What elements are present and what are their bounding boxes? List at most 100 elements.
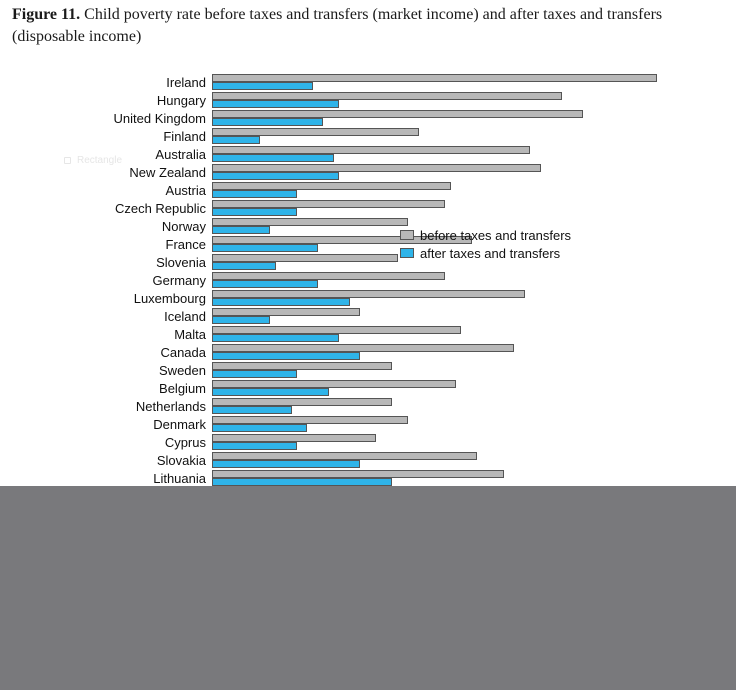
bar-pair: [212, 452, 698, 470]
bar-after: [212, 406, 292, 414]
bar-before: [212, 326, 461, 334]
bottom-occlusion-overlay: [0, 486, 736, 690]
poverty-bar-chart: IrelandHungaryUnited KingdomFinlandAustr…: [38, 74, 698, 488]
chart-legend: before taxes and transfers after taxes a…: [400, 226, 571, 262]
bar-before: [212, 308, 360, 316]
bar-pair: [212, 290, 698, 308]
bar-after: [212, 100, 339, 108]
bar-pair: [212, 308, 698, 326]
bar-before: [212, 290, 525, 298]
bar-before: [212, 470, 504, 478]
chart-row: France: [38, 236, 698, 254]
country-label: Australia: [38, 146, 212, 164]
bar-pair: [212, 326, 698, 344]
figure-label: Figure 11.: [12, 6, 80, 23]
bar-before: [212, 218, 408, 226]
bar-after: [212, 118, 323, 126]
bar-after: [212, 136, 260, 144]
bar-after: [212, 388, 329, 396]
country-label: France: [38, 236, 212, 254]
country-label: Canada: [38, 344, 212, 362]
country-label: Denmark: [38, 416, 212, 434]
chart-row: Australia: [38, 146, 698, 164]
bar-before: [212, 434, 376, 442]
bar-after: [212, 424, 307, 432]
country-label: Germany: [38, 272, 212, 290]
chart-row: Hungary: [38, 92, 698, 110]
chart-row: Finland: [38, 128, 698, 146]
country-label: Ireland: [38, 74, 212, 92]
chart-row: Czech Republic: [38, 200, 698, 218]
bar-after: [212, 82, 313, 90]
bar-after: [212, 280, 318, 288]
bar-after: [212, 316, 270, 324]
chart-row: Slovakia: [38, 452, 698, 470]
bar-before: [212, 344, 514, 352]
figure-caption: Figure 11. Child poverty rate before tax…: [0, 0, 736, 47]
country-label: Cyprus: [38, 434, 212, 452]
bar-before: [212, 92, 562, 100]
bar-before: [212, 362, 392, 370]
bar-after: [212, 442, 297, 450]
country-label: Norway: [38, 218, 212, 236]
bar-after: [212, 478, 392, 486]
chart-row: United Kingdom: [38, 110, 698, 128]
bar-before: [212, 452, 477, 460]
bar-pair: [212, 200, 698, 218]
chart-row: Slovenia: [38, 254, 698, 272]
bar-after: [212, 244, 318, 252]
bar-after: [212, 334, 339, 342]
page: Figure 11. Child poverty rate before tax…: [0, 0, 736, 690]
bar-after: [212, 262, 276, 270]
bar-pair: [212, 380, 698, 398]
country-label: Slovenia: [38, 254, 212, 272]
chart-row: Netherlands: [38, 398, 698, 416]
figure-caption-text: Child poverty rate before taxes and tran…: [12, 6, 662, 45]
chart-row: Belgium: [38, 380, 698, 398]
country-label: Belgium: [38, 380, 212, 398]
chart-row: Austria: [38, 182, 698, 200]
chart-row: Canada: [38, 344, 698, 362]
bar-after: [212, 190, 297, 198]
country-label: Finland: [38, 128, 212, 146]
chart-row: Denmark: [38, 416, 698, 434]
bar-before: [212, 380, 456, 388]
bar-pair: [212, 398, 698, 416]
bar-after: [212, 172, 339, 180]
chart-row: Luxembourg: [38, 290, 698, 308]
country-label: Czech Republic: [38, 200, 212, 218]
chart-row: Ireland: [38, 74, 698, 92]
bar-after: [212, 352, 360, 360]
chart-row: Malta: [38, 326, 698, 344]
bar-before: [212, 398, 392, 406]
bar-before: [212, 254, 398, 262]
bar-after: [212, 370, 297, 378]
country-label: Sweden: [38, 362, 212, 380]
bar-pair: [212, 164, 698, 182]
bar-after: [212, 208, 297, 216]
chart-row: New Zealand: [38, 164, 698, 182]
country-label: Netherlands: [38, 398, 212, 416]
bar-after: [212, 226, 270, 234]
legend-item-before: before taxes and transfers: [400, 226, 571, 244]
bar-before: [212, 128, 419, 136]
legend-item-after: after taxes and transfers: [400, 244, 571, 262]
bar-before: [212, 74, 657, 82]
bar-pair: [212, 434, 698, 452]
bar-pair: [212, 92, 698, 110]
chart-row: Germany: [38, 272, 698, 290]
country-label: Luxembourg: [38, 290, 212, 308]
chart-row: Norway: [38, 218, 698, 236]
bar-after: [212, 154, 334, 162]
bar-pair: [212, 182, 698, 200]
bar-pair: [212, 344, 698, 362]
bar-pair: [212, 128, 698, 146]
chart-row: Sweden: [38, 362, 698, 380]
country-label: Austria: [38, 182, 212, 200]
chart-row: Iceland: [38, 308, 698, 326]
bar-after: [212, 460, 360, 468]
legend-swatch-after: [400, 248, 414, 258]
bar-before: [212, 182, 451, 190]
bar-before: [212, 416, 408, 424]
country-label: Malta: [38, 326, 212, 344]
